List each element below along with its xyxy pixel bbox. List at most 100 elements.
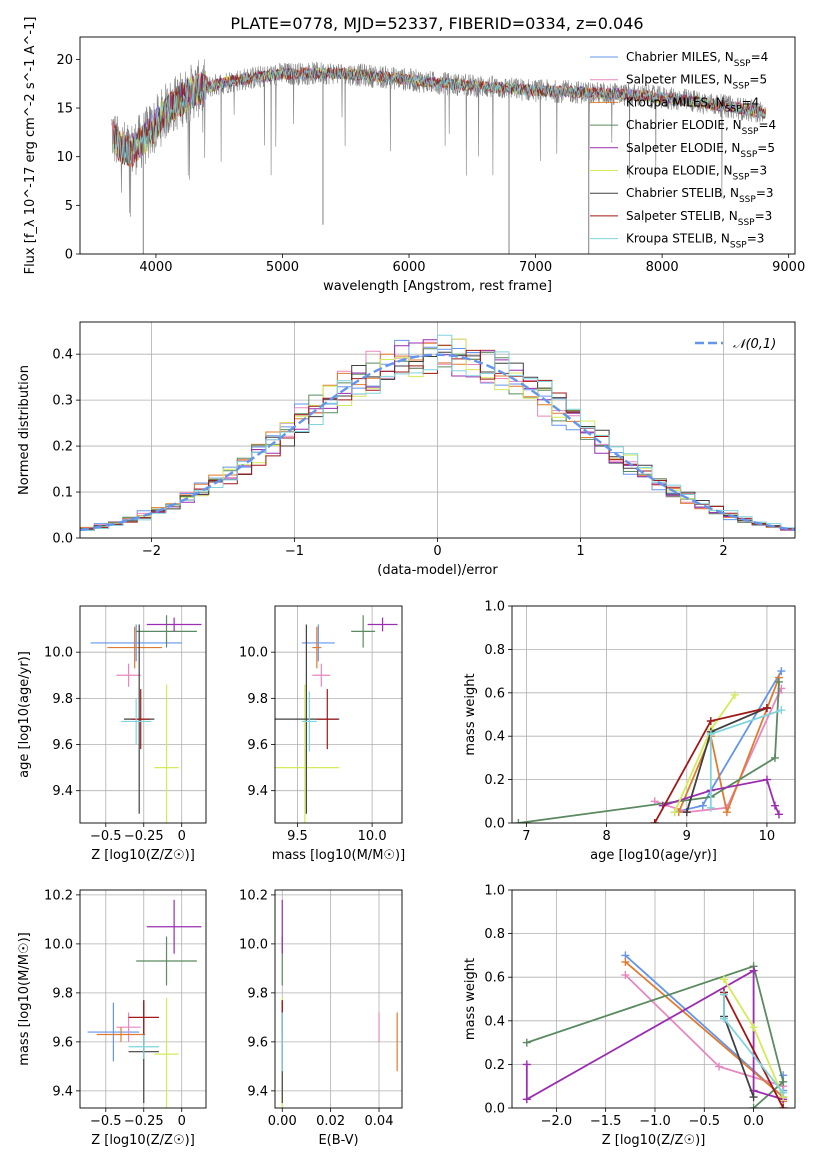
y-tick-label: 9.4 xyxy=(52,784,73,799)
residual-panel: −2 −1 0 1 2 0.0 0.1 0.2 0.3 0.4 (data-model)/error… xyxy=(17,321,796,578)
legend-count: =5 xyxy=(749,73,767,87)
plot-area xyxy=(275,615,398,823)
x-axis-label: Z [log10(Z/Z☉)] xyxy=(91,1133,195,1148)
y-axis-label: mass weight xyxy=(463,673,478,755)
weight-point-marker xyxy=(522,1060,531,1069)
axes-frame xyxy=(79,605,207,824)
plot-area xyxy=(281,899,398,1108)
legend-label: Salpeter STELIB, NSSP=3 xyxy=(626,209,772,228)
y-tick-label: 0.8 xyxy=(484,643,505,658)
x-axis-label: E(B-V) xyxy=(318,1133,358,1148)
y-tick-label: 0.0 xyxy=(52,532,73,547)
y-tick-label: 9.4 xyxy=(247,1084,268,1099)
y-axis-label: mass weight xyxy=(463,958,478,1040)
legend-label: Chabrier ELODIE, NSSP=4 xyxy=(626,118,776,137)
y-tick-label: 0.2 xyxy=(52,440,73,455)
y-axis-label: age [log10(age/yr)] xyxy=(17,651,32,778)
x-axis-label: Z [log10(Z/Z☉)] xyxy=(602,1133,706,1148)
x-tick-label: 0.00 xyxy=(268,1114,297,1129)
weight-point-marker xyxy=(706,717,715,726)
legend-subscript: SSP xyxy=(740,150,757,160)
weight-series-line xyxy=(677,677,780,816)
x-tick-label: −0.5 xyxy=(90,829,122,844)
x-tick-label: 0.04 xyxy=(365,1114,394,1129)
plot-area xyxy=(522,951,788,1108)
weight-point-marker xyxy=(698,801,707,810)
x-tick-label: 1 xyxy=(576,544,584,559)
normal-reference-curve xyxy=(80,353,795,532)
weight-series-line xyxy=(723,992,755,1098)
y-tick-label: 10.0 xyxy=(239,937,268,952)
legend-label: Kroupa ELODIE, NSSP=3 xyxy=(626,164,767,183)
weight-point-marker xyxy=(621,957,630,966)
weight-point-marker xyxy=(749,966,758,975)
legend-subscript: SSP xyxy=(730,241,747,251)
mass-vs-metallicity-panel: −0.5 −0.25 0 9.4 9.6 9.8 10.0 10.2 Z [log10(Z/Z☉… xyxy=(17,888,207,1148)
x-tick-label: −0.25 xyxy=(124,1114,164,1129)
x-tick-label: −1.0 xyxy=(639,1114,671,1129)
figure-title: PLATE=0778, MJD=52337, FIBERID=0334, z=0… xyxy=(230,14,643,33)
model-spectrum-line xyxy=(114,66,766,164)
axes-frame xyxy=(274,605,403,824)
weight-point-marker xyxy=(770,801,779,810)
y-tick-label: 9.6 xyxy=(247,1035,268,1050)
x-tick-label: 10.0 xyxy=(358,829,387,844)
weight-point-marker xyxy=(706,730,715,739)
x-tick-label: −2 xyxy=(142,544,161,559)
y-tick-label: 0 xyxy=(65,248,73,263)
plot-area xyxy=(87,899,202,1108)
y-tick-label: 15 xyxy=(56,102,73,117)
x-tick-label: 0 xyxy=(178,829,186,844)
weight-point-marker xyxy=(774,677,783,686)
x-tick-label: −1 xyxy=(285,544,304,559)
y-tick-label: 9.4 xyxy=(247,784,268,799)
y-tick-label: 10.2 xyxy=(44,888,73,903)
weight-vs-age-panel: 7 8 9 10 0.0 0.2 0.4 0.6 0.8 1.0 age [log10(age/yr… xyxy=(463,600,796,863)
weight-series-line xyxy=(685,707,768,813)
y-tick-label: 0.4 xyxy=(52,348,73,363)
x-tick-label: 0.0 xyxy=(743,1114,764,1129)
x-tick-label: 9.5 xyxy=(287,829,308,844)
y-tick-label: 10.0 xyxy=(44,937,73,952)
legend-label: Kroupa STELIB, NSSP=3 xyxy=(626,232,764,251)
weight-point-marker xyxy=(779,1077,788,1086)
weight-series-line xyxy=(674,670,783,813)
legend-subscript: SSP xyxy=(738,218,755,228)
y-tick-label: 0.6 xyxy=(484,971,505,986)
legend-count: =3 xyxy=(755,209,773,223)
weight-point-marker xyxy=(762,775,771,784)
legend-label: Chabrier MILES, NSSP=4 xyxy=(626,50,768,69)
y-tick-label: 0.3 xyxy=(52,394,73,409)
legend-count: =4 xyxy=(751,50,769,64)
x-tick-label: −0.25 xyxy=(124,829,164,844)
y-tick-label: 9.8 xyxy=(52,986,73,1001)
y-tick-label: 10.2 xyxy=(239,888,268,903)
y-tick-label: 0.4 xyxy=(484,1014,505,1029)
legend-count: =3 xyxy=(749,164,767,178)
weight-point-marker xyxy=(621,971,630,980)
y-tick-label: 1.0 xyxy=(484,600,505,615)
weight-point-marker xyxy=(522,1095,531,1104)
y-tick-label: 9.6 xyxy=(247,738,268,753)
weight-series-line xyxy=(723,992,785,1108)
x-tick-label: 2 xyxy=(719,544,727,559)
weight-point-marker xyxy=(774,810,783,819)
legend-subscript: SSP xyxy=(733,82,750,92)
y-tick-label: 9.4 xyxy=(52,1084,73,1099)
age-vs-metallicity-panel: −0.5 −0.25 0 9.4 9.6 9.8 10.0 Z [log10(Z/Z☉)] ag… xyxy=(17,605,207,863)
weight-point-marker xyxy=(749,1093,758,1102)
y-tick-label: 0.2 xyxy=(484,773,505,788)
x-tick-label: 0 xyxy=(178,1114,186,1129)
residual-histogram xyxy=(80,334,795,531)
y-tick-label: 9.6 xyxy=(52,738,73,753)
legend-count: =5 xyxy=(757,141,775,155)
plot-area xyxy=(90,615,202,823)
legend-subscript: SSP xyxy=(739,195,756,205)
axes-frame xyxy=(511,889,796,1109)
legend-label: Salpeter ELODIE, NSSP=5 xyxy=(626,141,775,160)
x-tick-label: 7000 xyxy=(519,260,552,275)
x-tick-label: −0.5 xyxy=(688,1114,720,1129)
weight-point-marker xyxy=(730,690,739,699)
weight-point-marker xyxy=(706,803,715,812)
